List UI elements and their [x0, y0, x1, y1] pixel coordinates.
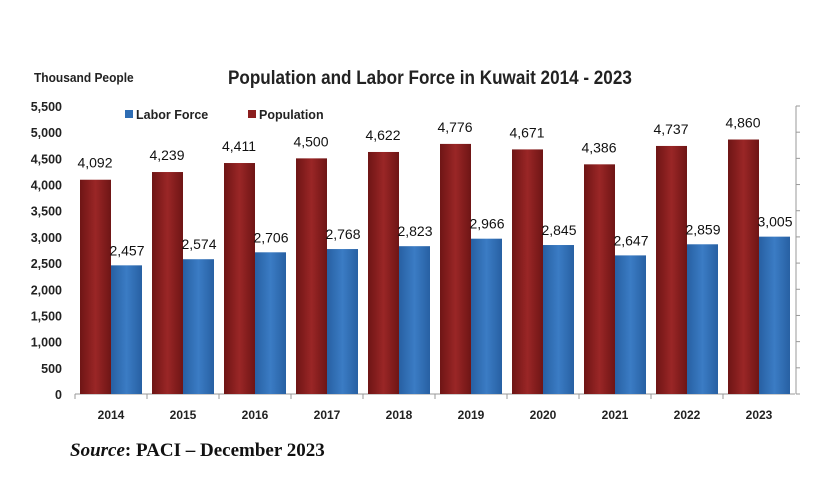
y-axis-label: Thousand People: [34, 70, 134, 85]
y-tick-label: 4,500: [31, 152, 62, 166]
legend-swatch-population: [248, 110, 256, 118]
x-tick-label: 2022: [674, 408, 701, 422]
x-tick-label: 2014: [98, 408, 125, 422]
bar-labor-force: [327, 249, 358, 394]
x-tick-label: 2018: [386, 408, 413, 422]
bar-population: [512, 149, 543, 394]
bar-labor-force: [111, 265, 142, 394]
x-tick-label: 2015: [170, 408, 197, 422]
data-label-labor-force: 2,768: [325, 226, 360, 242]
bar-labor-force: [615, 255, 646, 394]
legend-label-population: Population: [259, 108, 324, 122]
data-label-population: 4,239: [149, 147, 184, 163]
x-tick-label: 2020: [530, 408, 557, 422]
bar-population: [296, 158, 327, 394]
source-note: Source: PACI – December 2023: [70, 440, 325, 462]
bar-labor-force: [543, 245, 574, 394]
y-tick-label: 2,000: [31, 283, 62, 297]
y-tick-label: 1,500: [31, 309, 62, 323]
bar-population: [224, 163, 255, 394]
data-label-population: 4,671: [509, 124, 544, 140]
bar-labor-force: [471, 238, 502, 394]
y-tick-label: 1,000: [31, 336, 62, 350]
data-label-labor-force: 2,574: [181, 236, 216, 252]
x-tick-label: 2017: [314, 408, 341, 422]
data-label-population: 4,737: [653, 121, 688, 137]
bar-population: [440, 143, 471, 394]
data-label-population: 4,776: [437, 119, 472, 135]
y-tick-label: 5,000: [31, 126, 62, 140]
bar-population: [728, 139, 759, 394]
y-tick-label: 3,500: [31, 205, 62, 219]
data-label-labor-force: 2,823: [397, 223, 432, 239]
y-tick-label: 4,000: [31, 179, 62, 193]
x-tick-label: 2019: [458, 408, 485, 422]
legend-swatch-labor-force: [125, 110, 133, 118]
bar-population: [656, 145, 687, 394]
bar-labor-force: [183, 259, 214, 394]
bar-labor-force: [399, 246, 430, 394]
data-label-labor-force: 2,845: [541, 222, 576, 238]
data-label-labor-force: 2,859: [685, 221, 720, 237]
x-tick-label: 2021: [602, 408, 629, 422]
bar-population: [584, 164, 615, 394]
bar-population: [152, 172, 183, 394]
data-label-population: 4,411: [222, 138, 256, 154]
source-label: Source: [70, 440, 125, 461]
data-label-labor-force: 2,966: [469, 216, 504, 232]
data-label-population: 4,860: [725, 115, 760, 131]
bar-labor-force: [687, 244, 718, 394]
x-tick-label: 2023: [746, 408, 773, 422]
y-tick-label: 5,500: [31, 100, 62, 114]
data-label-labor-force: 2,457: [109, 242, 144, 258]
bar-population: [80, 179, 111, 394]
bar-labor-force: [759, 236, 790, 394]
data-label-population: 4,622: [365, 127, 400, 143]
data-label-labor-force: 3,005: [757, 214, 792, 230]
y-tick-label: 0: [55, 388, 62, 402]
data-label-labor-force: 2,706: [253, 229, 288, 245]
source-text: : PACI – December 2023: [124, 440, 325, 461]
data-label-population: 4,386: [581, 139, 616, 155]
data-label-population: 4,092: [77, 155, 112, 171]
legend-label-labor-force: Labor Force: [136, 108, 208, 122]
y-tick-label: 2,500: [31, 257, 62, 271]
data-label-population: 4,500: [293, 133, 328, 149]
y-tick-label: 500: [41, 362, 62, 376]
bar-population: [368, 151, 399, 394]
chart-title: Population and Labor Force in Kuwait 201…: [228, 68, 632, 89]
y-tick-label: 3,000: [31, 231, 62, 245]
data-label-labor-force: 2,647: [613, 232, 648, 248]
x-tick-label: 2016: [242, 408, 269, 422]
bar-labor-force: [255, 252, 286, 394]
